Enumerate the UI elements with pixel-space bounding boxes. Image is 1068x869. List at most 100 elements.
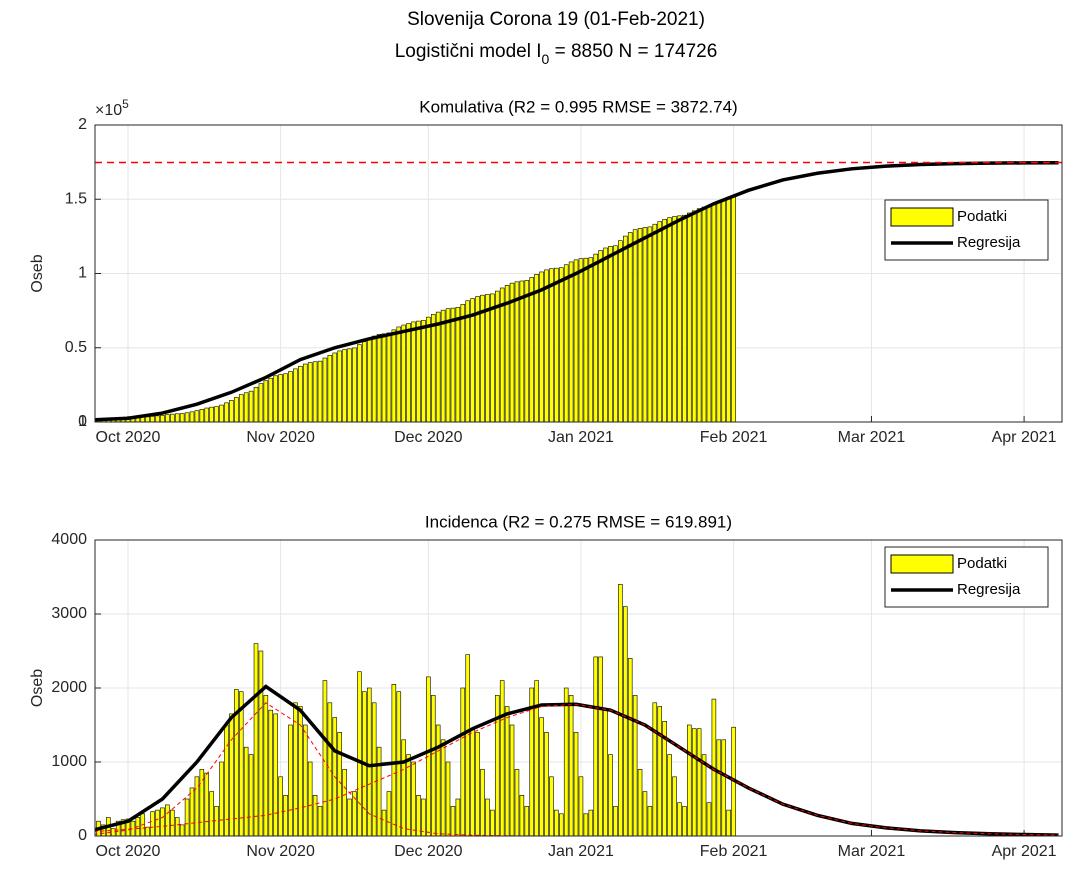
bar xyxy=(687,212,692,422)
bar xyxy=(647,806,653,836)
axes-title: Incidenca (R2 = 0.275 RMSE = 619.891) xyxy=(425,512,732,531)
bar xyxy=(721,739,727,836)
bar xyxy=(470,728,475,836)
bar xyxy=(696,728,702,836)
bar xyxy=(238,691,244,836)
bar xyxy=(199,409,205,422)
bar xyxy=(234,397,239,422)
bar xyxy=(357,344,362,422)
bar xyxy=(298,365,303,422)
bar xyxy=(160,807,165,836)
bar xyxy=(376,334,382,422)
bar xyxy=(554,809,559,836)
bar xyxy=(529,687,534,836)
bar xyxy=(145,416,150,422)
bar xyxy=(613,806,618,836)
legend-label: Regresija xyxy=(957,234,1021,251)
y-tick-label: 1 xyxy=(78,265,87,282)
subtitle-text: Logistični model I xyxy=(395,41,542,62)
bar xyxy=(391,329,397,422)
bar xyxy=(588,809,594,836)
bar xyxy=(288,724,293,836)
bar xyxy=(179,413,185,422)
x-tick-label: Jan 2021 xyxy=(548,843,614,860)
bar xyxy=(534,680,539,836)
bar xyxy=(165,804,170,836)
figure-subtitle: Logistični model I0 = 8850 N = 174726 xyxy=(395,41,718,67)
bar xyxy=(243,746,249,836)
y-tick-label: 0 xyxy=(78,827,87,844)
bar xyxy=(455,307,461,422)
legend-label: Podatki xyxy=(957,208,1007,225)
bar xyxy=(485,798,490,836)
bar xyxy=(583,813,589,836)
bar xyxy=(672,216,677,422)
bar xyxy=(701,754,707,836)
bar xyxy=(509,282,515,422)
bar xyxy=(672,776,677,836)
bar xyxy=(652,223,658,422)
bar xyxy=(416,794,421,836)
bar xyxy=(327,702,333,836)
bar xyxy=(642,791,648,836)
bar xyxy=(706,206,712,422)
bar xyxy=(401,324,406,422)
x-tick-label: Oct 2020 xyxy=(96,843,161,860)
y-tick-label: 1000 xyxy=(51,753,87,770)
bar xyxy=(115,820,121,836)
bar xyxy=(627,232,633,422)
bar xyxy=(357,671,362,836)
bar xyxy=(440,309,446,422)
x-tick-label: Mar 2021 xyxy=(838,843,906,860)
bar xyxy=(165,414,170,422)
bar xyxy=(657,706,663,836)
bar xyxy=(455,798,461,836)
bar xyxy=(184,412,190,422)
bar xyxy=(278,374,283,422)
bar xyxy=(440,739,446,836)
bar xyxy=(293,702,298,836)
x-tick-label: Oct 2020 xyxy=(96,429,161,446)
bar xyxy=(263,695,269,836)
bar xyxy=(268,377,274,422)
bar xyxy=(411,321,416,422)
bar xyxy=(406,323,411,422)
bar xyxy=(465,300,470,422)
bar xyxy=(219,761,224,836)
bar xyxy=(366,687,372,836)
bar xyxy=(322,357,328,422)
bar xyxy=(411,761,416,836)
bar xyxy=(632,229,638,422)
axes-title: Komulativa (R2 = 0.995 RMSE = 3872.74) xyxy=(419,97,737,116)
y-tick-label: 2000 xyxy=(51,679,87,696)
bar xyxy=(647,226,653,422)
bar xyxy=(194,410,200,422)
bar xyxy=(401,739,406,836)
bar xyxy=(652,702,658,836)
bar xyxy=(435,311,441,422)
bar xyxy=(558,813,564,836)
bar xyxy=(499,287,505,422)
bar xyxy=(598,656,603,836)
x-tick-label: Nov 2020 xyxy=(246,843,315,860)
bar xyxy=(298,706,303,836)
x-tick-label: Feb 2021 xyxy=(700,843,768,860)
y-tick-label: 3000 xyxy=(51,605,87,622)
bar xyxy=(332,352,338,422)
bar xyxy=(691,210,697,422)
bar xyxy=(145,826,150,836)
bar xyxy=(460,687,466,836)
bar xyxy=(623,606,628,836)
bar xyxy=(421,798,426,836)
y-axis-label: Oseb xyxy=(29,669,46,707)
y-tick-label: 1.5 xyxy=(65,190,87,207)
bar xyxy=(342,769,347,836)
x-tick-label: Dec 2020 xyxy=(394,843,463,860)
bar xyxy=(514,769,520,836)
bar xyxy=(421,320,426,422)
bar xyxy=(327,355,333,422)
bar xyxy=(480,769,485,836)
bar xyxy=(726,198,731,422)
